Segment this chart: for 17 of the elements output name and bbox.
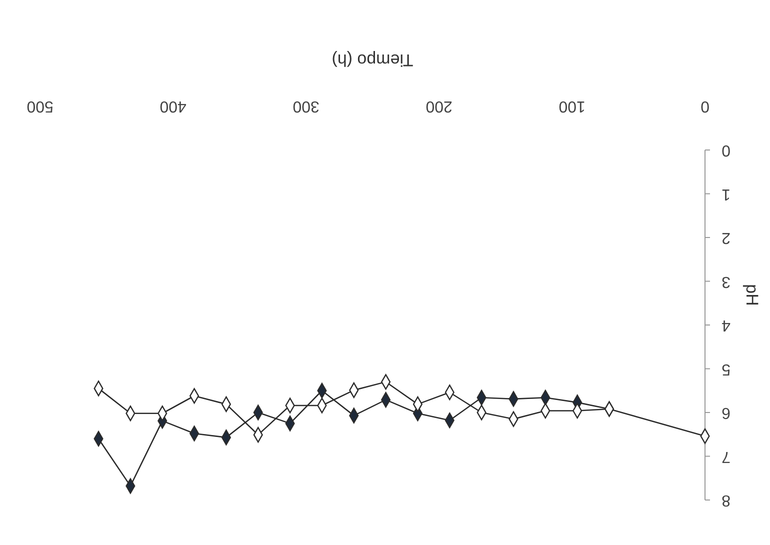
y-tick-label: 5 (721, 360, 730, 378)
y-tick-label: 4 (721, 316, 730, 334)
x-tick-label: 400 (160, 98, 186, 114)
y-tick-label: 6 (721, 404, 730, 421)
y-axis-title: pH (742, 284, 762, 306)
x-tick-label: 300 (292, 98, 320, 114)
y-tick-label: 1 (721, 185, 730, 202)
y-tick-label: 2 (721, 229, 730, 246)
x-tick-label: 200 (426, 98, 452, 114)
x-tick-label: 100 (558, 98, 586, 114)
y-tick-label: 8 (721, 492, 730, 508)
y-tick-label: 7 (721, 448, 730, 465)
y-tick-label: 3 (721, 272, 730, 290)
x-tick-label: 0 (700, 98, 710, 114)
y-tick-label: 0 (721, 142, 730, 158)
x-axis-title: Tiempo (h) (332, 50, 414, 70)
x-tick-label: 500 (26, 98, 54, 114)
